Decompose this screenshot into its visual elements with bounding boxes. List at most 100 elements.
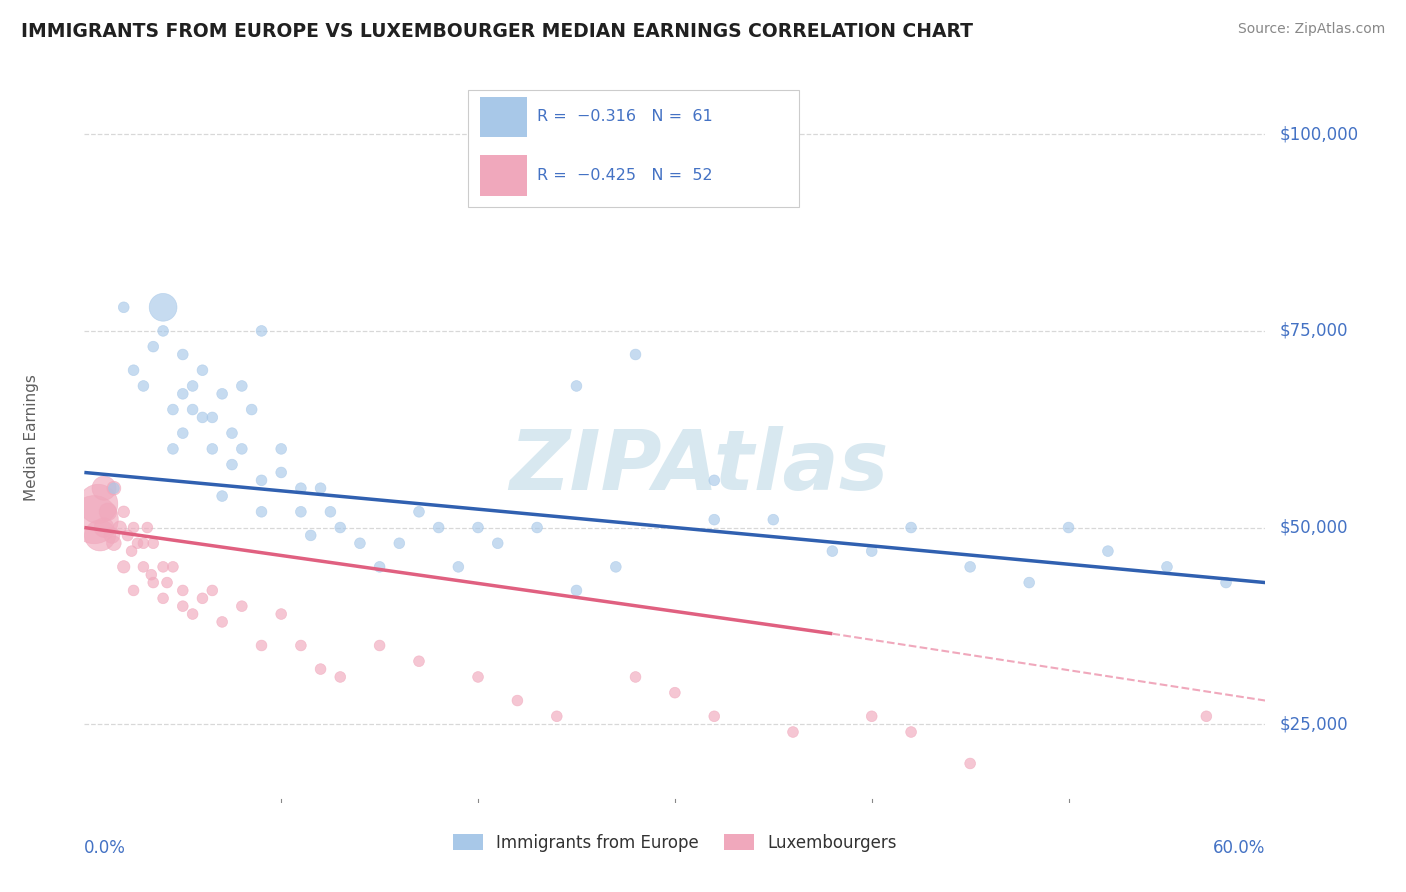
- Point: [211, 489, 233, 503]
- Point: [152, 559, 174, 574]
- Point: [172, 387, 194, 401]
- Point: [221, 458, 243, 472]
- Text: $75,000: $75,000: [1279, 322, 1348, 340]
- Point: [900, 725, 922, 739]
- Point: [368, 639, 391, 653]
- Point: [1018, 575, 1040, 590]
- Point: [93, 520, 115, 534]
- Point: [89, 528, 111, 542]
- Text: 60.0%: 60.0%: [1213, 839, 1265, 857]
- Text: Median Earnings: Median Earnings: [24, 374, 39, 500]
- Point: [959, 559, 981, 574]
- Point: [250, 505, 273, 519]
- Point: [349, 536, 371, 550]
- Point: [101, 528, 124, 542]
- Point: [162, 559, 184, 574]
- Point: [959, 756, 981, 771]
- Point: [108, 520, 131, 534]
- Point: [231, 379, 253, 393]
- Point: [1156, 559, 1178, 574]
- Point: [152, 324, 174, 338]
- Point: [152, 301, 174, 315]
- Text: R =  −0.316   N =  61: R = −0.316 N = 61: [537, 109, 713, 124]
- Point: [93, 481, 115, 495]
- Point: [152, 591, 174, 606]
- Text: 0.0%: 0.0%: [84, 839, 127, 857]
- Point: [132, 559, 155, 574]
- Point: [1097, 544, 1119, 558]
- Point: [1195, 709, 1218, 723]
- Point: [142, 536, 165, 550]
- Point: [142, 340, 165, 354]
- Point: [132, 379, 155, 393]
- Point: [782, 725, 804, 739]
- Point: [221, 426, 243, 441]
- Point: [156, 575, 179, 590]
- Point: [117, 528, 139, 542]
- Point: [121, 544, 143, 558]
- Point: [900, 520, 922, 534]
- Text: R =  −0.425   N =  52: R = −0.425 N = 52: [537, 168, 713, 183]
- Point: [191, 410, 214, 425]
- Point: [172, 426, 194, 441]
- Point: [201, 410, 224, 425]
- Point: [87, 497, 110, 511]
- Point: [122, 363, 145, 377]
- Point: [624, 670, 647, 684]
- Point: [565, 583, 588, 598]
- Point: [565, 379, 588, 393]
- Text: $50,000: $50,000: [1279, 518, 1348, 536]
- Point: [624, 347, 647, 361]
- Point: [408, 505, 430, 519]
- Point: [388, 536, 411, 550]
- Point: [486, 536, 509, 550]
- Point: [290, 639, 312, 653]
- Text: IMMIGRANTS FROM EUROPE VS LUXEMBOURGER MEDIAN EARNINGS CORRELATION CHART: IMMIGRANTS FROM EUROPE VS LUXEMBOURGER M…: [21, 22, 973, 41]
- FancyBboxPatch shape: [468, 90, 799, 207]
- Point: [211, 615, 233, 629]
- Point: [329, 670, 352, 684]
- Point: [181, 402, 204, 417]
- Point: [703, 473, 725, 487]
- Point: [211, 387, 233, 401]
- Point: [860, 709, 883, 723]
- Point: [309, 662, 332, 676]
- Point: [546, 709, 568, 723]
- Point: [605, 559, 627, 574]
- Point: [172, 599, 194, 614]
- Point: [664, 686, 686, 700]
- Point: [408, 654, 430, 668]
- Point: [172, 583, 194, 598]
- Point: [250, 324, 273, 338]
- Point: [447, 559, 470, 574]
- FancyBboxPatch shape: [479, 155, 527, 195]
- Point: [181, 607, 204, 621]
- Point: [127, 536, 149, 550]
- Point: [142, 575, 165, 590]
- Point: [467, 670, 489, 684]
- Point: [270, 607, 292, 621]
- Point: [762, 513, 785, 527]
- Point: [201, 442, 224, 456]
- Point: [703, 513, 725, 527]
- Point: [141, 567, 163, 582]
- Point: [240, 402, 263, 417]
- Point: [132, 536, 155, 550]
- Point: [103, 481, 125, 495]
- Point: [162, 402, 184, 417]
- Point: [103, 536, 125, 550]
- Point: [860, 544, 883, 558]
- Point: [329, 520, 352, 534]
- Point: [526, 520, 548, 534]
- Point: [201, 583, 224, 598]
- Point: [427, 520, 450, 534]
- Point: [506, 693, 529, 707]
- Point: [231, 599, 253, 614]
- Point: [821, 544, 844, 558]
- FancyBboxPatch shape: [479, 97, 527, 137]
- Point: [103, 481, 125, 495]
- Point: [162, 442, 184, 456]
- Point: [270, 442, 292, 456]
- Point: [1215, 575, 1237, 590]
- Point: [1057, 520, 1080, 534]
